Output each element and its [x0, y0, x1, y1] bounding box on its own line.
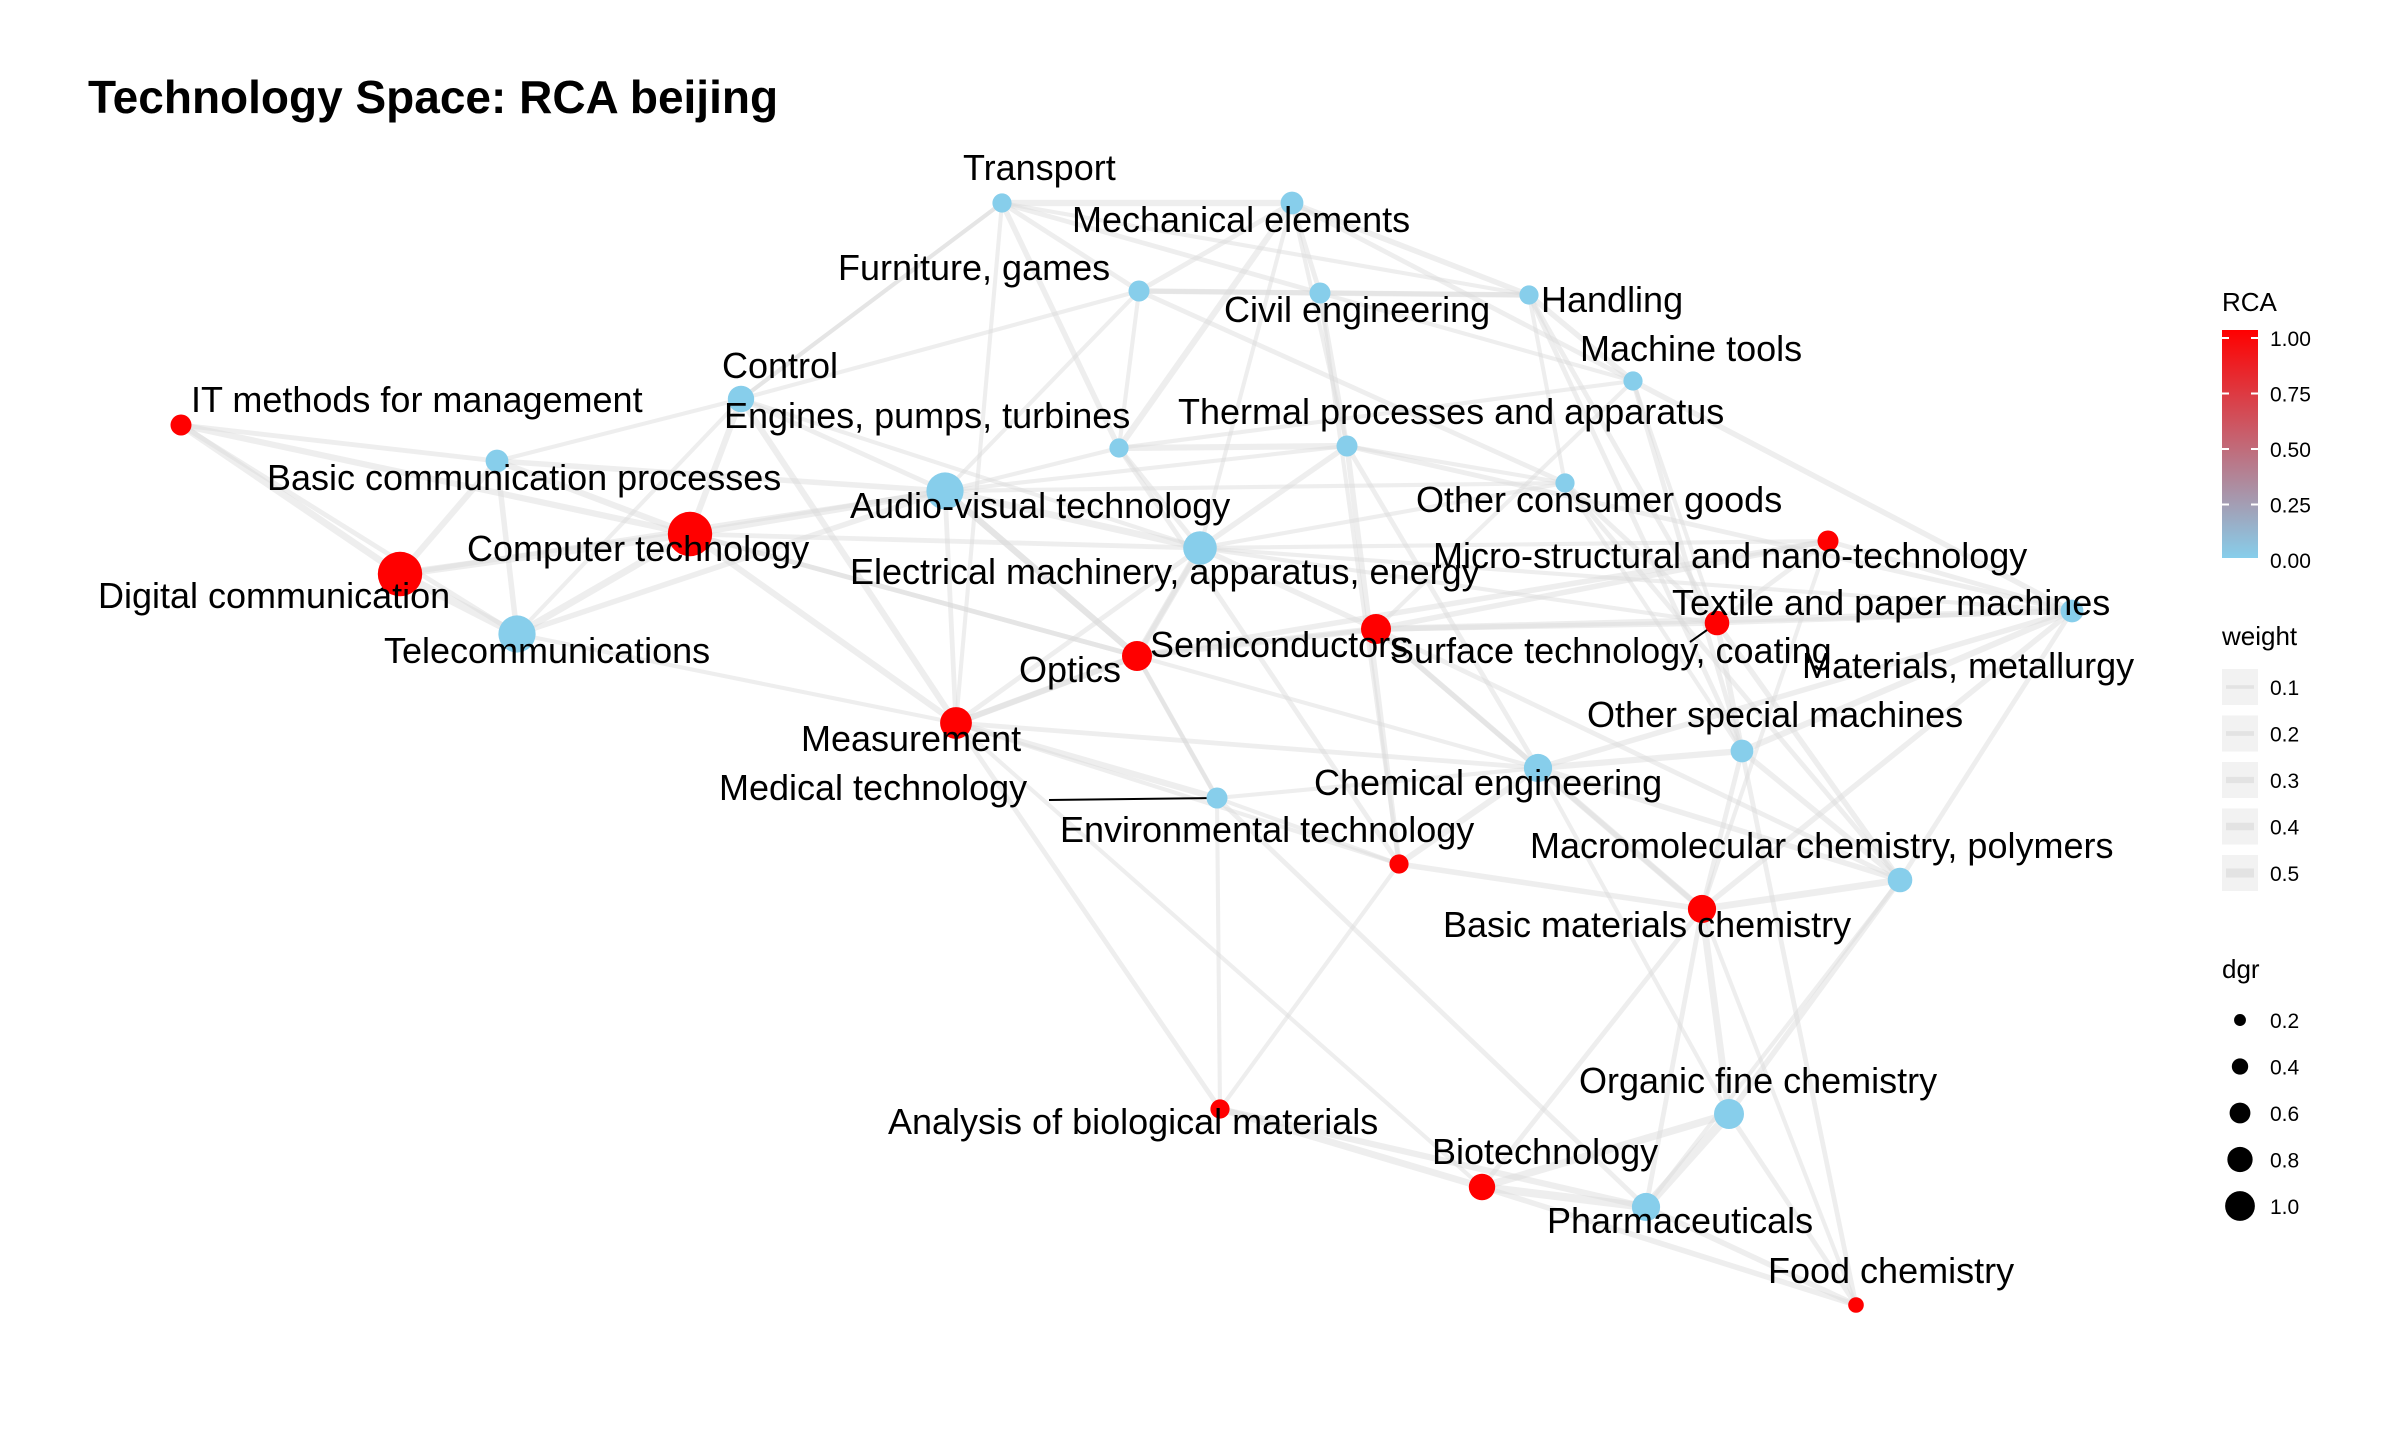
- legend-dgr-tick-label: 0.6: [2270, 1103, 2299, 1126]
- legend-weight-tick-label: 0.1: [2270, 677, 2299, 700]
- node-label-food-chem: Food chemistry: [1768, 1250, 2014, 1291]
- legend-weight-title: weight: [2221, 621, 2298, 651]
- node-biotech: [1469, 1174, 1495, 1200]
- node-label-computer-tech: Computer technology: [467, 528, 809, 569]
- node-label-audio-visual: Audio-visual technology: [850, 485, 1230, 526]
- node-medical: [1207, 788, 1228, 809]
- legend-dgr-key: [2232, 1058, 2248, 1074]
- legend-weight: weight 0.1 0.2 0.3 0.4 0.5: [2221, 621, 2300, 891]
- node-label-transport: Transport: [963, 147, 1116, 188]
- node-label-control: Control: [722, 345, 838, 386]
- node-label-mechanical-elements: Mechanical elements: [1072, 199, 1410, 240]
- node-label-civil-engineering: Civil engineering: [1224, 289, 1490, 330]
- node-food-chem: [1848, 1297, 1864, 1313]
- node-thermal: [1337, 436, 1358, 457]
- node-it-methods: [171, 415, 192, 436]
- node-label-basic-comm: Basic communication processes: [267, 457, 781, 498]
- node-engines: [1109, 438, 1128, 457]
- node-label-micro-nano: Micro-structural and nano-technology: [1433, 535, 2027, 576]
- node-label-semiconductors: Semiconductors: [1150, 624, 1408, 665]
- edge-thermal-other-consumer: [1347, 446, 1565, 483]
- node-label-surface: Surface technology, coating: [1390, 630, 1832, 671]
- edge-audio-visual-furniture-games: [945, 291, 1139, 491]
- labels-layer: Transport Mechanical elements Furniture, g…: [98, 147, 2134, 1291]
- node-label-it-methods: IT methods for management: [191, 379, 643, 420]
- node-semiconductors: [1122, 641, 1152, 671]
- legend-rca-tick-label: 0.75: [2270, 384, 2311, 407]
- node-label-analysis-bio: Analysis of biological materials: [888, 1101, 1378, 1142]
- node-label-other-consumer: Other consumer goods: [1416, 479, 1782, 520]
- legend-dgr-tick-label: 0.2: [2270, 1010, 2299, 1033]
- legend-weight-tick-label: 0.5: [2270, 863, 2299, 886]
- node-label-thermal: Thermal processes and apparatus: [1178, 391, 1724, 432]
- node-label-textile: Textile and paper machines: [1672, 582, 2110, 623]
- legend-weight-tick-label: 0.3: [2270, 770, 2299, 793]
- node-label-environmental: Environmental technology: [1060, 809, 1474, 850]
- node-label-pharma: Pharmaceuticals: [1547, 1200, 1813, 1241]
- legend-dgr-tick-label: 0.8: [2270, 1150, 2299, 1173]
- node-label-machine-tools: Machine tools: [1580, 328, 1802, 369]
- node-furniture-games: [1129, 281, 1150, 302]
- legend-dgr-title: dgr: [2222, 954, 2260, 984]
- node-label-furniture-games: Furniture, games: [838, 247, 1110, 288]
- node-label-measurement: Measurement: [801, 718, 1021, 759]
- node-handling: [1519, 285, 1538, 304]
- legend-rca-tick-label: 0.00: [2270, 550, 2311, 573]
- legend-dgr: dgr 0.2 0.4 0.6 0.8 1.0: [2222, 954, 2300, 1221]
- node-label-optics: Optics: [1019, 649, 1121, 690]
- node-label-basic-materials: Basic materials chemistry: [1443, 904, 1851, 945]
- node-label-engines: Engines, pumps, turbines: [724, 395, 1130, 436]
- legend-dgr-key: [2234, 1014, 2246, 1026]
- node-label-other-special: Other special machines: [1587, 694, 1963, 735]
- legend-rca-tick-label: 1.00: [2270, 328, 2311, 351]
- legend: RCA 1.00 0.75 0.50 0.25 0.00 weight 0.1 0.2 0.…: [2221, 287, 2311, 1221]
- node-label-electrical: Electrical machinery, apparatus, energy: [850, 551, 1480, 592]
- legend-rca-colorbar: [2222, 330, 2258, 558]
- node-macromolecular: [1888, 868, 1913, 893]
- node-label-handling: Handling: [1541, 279, 1683, 320]
- node-other-special: [1731, 740, 1754, 763]
- node-label-telecom: Telecommunications: [384, 630, 710, 671]
- node-transport: [992, 193, 1011, 212]
- node-label-digital-comm: Digital communication: [98, 575, 450, 616]
- legend-weight-tick-label: 0.2: [2270, 724, 2299, 747]
- node-label-organic-fine: Organic fine chemistry: [1579, 1060, 1937, 1101]
- edge-environmental-analysis-bio: [1220, 864, 1399, 1109]
- legend-dgr-tick-label: 0.4: [2270, 1057, 2300, 1080]
- legend-dgr-tick-label: 1.0: [2270, 1196, 2299, 1219]
- node-label-biotech: Biotechnology: [1432, 1131, 1658, 1172]
- legend-rca-tick-label: 0.25: [2270, 495, 2311, 518]
- legend-dgr-key: [2230, 1103, 2251, 1124]
- node-label-materials: Materials, metallurgy: [1802, 645, 2134, 686]
- legend-rca-tick-label: 0.50: [2270, 439, 2311, 462]
- node-organic-fine: [1714, 1099, 1744, 1129]
- node-environmental: [1389, 854, 1408, 873]
- node-machine-tools: [1623, 371, 1642, 390]
- node-label-medical: Medical technology: [719, 767, 1027, 808]
- node-label-macromolecular: Macromolecular chemistry, polymers: [1530, 825, 2113, 866]
- legend-dgr-key: [2225, 1191, 2255, 1221]
- edge-engines-thermal: [1119, 446, 1347, 448]
- node-label-chemical-eng: Chemical engineering: [1314, 762, 1662, 803]
- legend-weight-tick-label: 0.4: [2270, 817, 2300, 840]
- legend-dgr-key: [2227, 1147, 2252, 1172]
- legend-rca: RCA 1.00 0.75 0.50 0.25 0.00: [2222, 287, 2311, 573]
- legend-rca-title: RCA: [2222, 287, 2278, 317]
